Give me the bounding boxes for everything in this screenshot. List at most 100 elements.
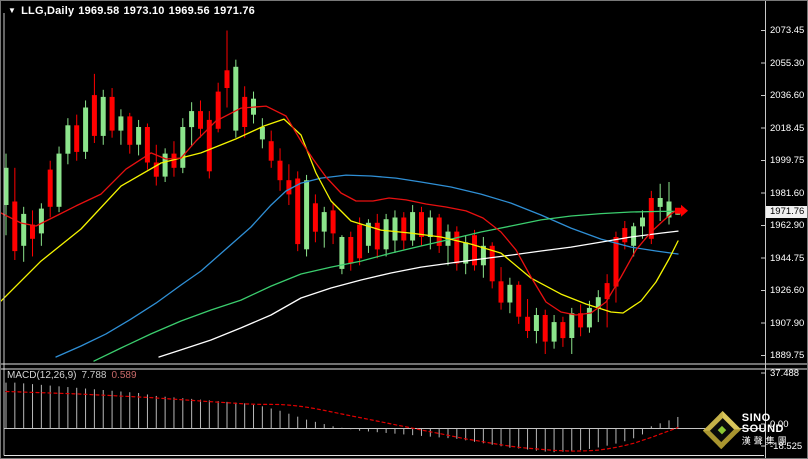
bull-candle-body bbox=[365, 222, 371, 246]
bull-candle-body bbox=[162, 153, 168, 177]
bear-candle-body bbox=[224, 70, 230, 88]
bull-candle-body bbox=[38, 208, 44, 234]
bull-candle-body bbox=[100, 96, 106, 136]
macd-signal-line bbox=[5, 390, 679, 452]
bear-candle-body bbox=[454, 231, 460, 264]
bull-candle-body bbox=[480, 245, 486, 266]
bull-candle-body bbox=[392, 217, 398, 241]
ohlc-open: 1969.58 bbox=[78, 5, 120, 17]
symbol-period-label: LLG,Daily bbox=[21, 5, 75, 17]
ma-red bbox=[1, 105, 679, 316]
bear-candle-body bbox=[374, 222, 380, 250]
bull-candle-body bbox=[259, 127, 265, 140]
bear-candle-body bbox=[498, 281, 504, 303]
macd-indicator-label: MACD(12,26,9) 7.788 0.589 bbox=[7, 370, 137, 381]
bear-candle-body bbox=[127, 116, 133, 145]
bear-candle-body bbox=[109, 96, 115, 131]
symbol-header: ▼ LLG,Daily 1969.58 1973.10 1969.56 1971.76 bbox=[8, 5, 259, 17]
broker-watermark: SINO SOUND 漢聲集團 bbox=[702, 411, 807, 449]
bull-candle-body bbox=[533, 315, 539, 331]
macd-signal-value: 0.589 bbox=[111, 370, 137, 381]
bull-candle-body bbox=[83, 107, 89, 152]
bull-candle-body bbox=[21, 213, 27, 246]
bull-candle-body bbox=[569, 313, 575, 338]
chevron-down-icon: ▼ bbox=[8, 6, 17, 15]
price-axis-label: 1962.90 bbox=[770, 220, 805, 231]
bull-candle-body bbox=[233, 66, 239, 131]
bull-candle-body bbox=[463, 242, 469, 264]
bear-candle-body bbox=[489, 245, 495, 282]
bear-candle-body bbox=[472, 235, 477, 266]
bear-candle-body bbox=[578, 313, 584, 328]
bear-candle-body bbox=[286, 180, 292, 195]
bear-candle-body bbox=[277, 160, 283, 181]
bear-candle-body bbox=[30, 224, 35, 239]
bear-candle-body bbox=[436, 217, 442, 246]
bull-candle-body bbox=[136, 127, 142, 145]
ma-white bbox=[158, 230, 679, 358]
price-axis-label: 1981.60 bbox=[770, 187, 805, 199]
bull-candle-body bbox=[189, 111, 195, 128]
ma-green bbox=[93, 210, 679, 362]
price-axis-label: 2036.60 bbox=[770, 90, 805, 101]
bull-candle-body bbox=[666, 201, 672, 218]
price-axis-label: 1926.60 bbox=[770, 285, 805, 296]
bull-candle-body bbox=[657, 198, 663, 207]
bear-candle-body bbox=[542, 315, 548, 342]
bull-candle-body bbox=[427, 217, 433, 237]
bear-candle-body bbox=[357, 224, 363, 259]
bear-candle-body bbox=[330, 210, 336, 234]
price-axis-label: 2073.45 bbox=[770, 25, 805, 36]
price-axis-label: 1907.90 bbox=[770, 317, 805, 329]
ohlc-high: 1973.10 bbox=[123, 5, 165, 17]
bull-candle-body bbox=[339, 237, 345, 269]
ma-yellow bbox=[1, 118, 679, 314]
bear-candle-body bbox=[648, 198, 654, 239]
price-axis-label: 37.488 bbox=[770, 367, 800, 379]
bear-candle-body bbox=[622, 228, 628, 243]
bear-candle-body bbox=[12, 201, 18, 252]
bear-candle-body bbox=[604, 283, 610, 300]
bear-candle-body bbox=[47, 169, 53, 207]
bear-candle-body bbox=[419, 212, 424, 237]
bull-candle-body bbox=[595, 297, 601, 308]
logo-subtitle: 漢聲集團 bbox=[741, 436, 790, 446]
bull-candle-body bbox=[586, 307, 592, 328]
bear-candle-body bbox=[242, 96, 248, 127]
bear-candle-body bbox=[560, 322, 566, 339]
bear-candle-body bbox=[74, 125, 80, 152]
bear-candle-body bbox=[171, 153, 177, 168]
bull-candle-body bbox=[410, 212, 416, 241]
macd-name: MACD(12,26,9) bbox=[7, 370, 77, 381]
bear-candle-body bbox=[215, 91, 221, 129]
bear-candle-body bbox=[348, 237, 354, 264]
ma-blue bbox=[55, 174, 679, 358]
bear-candle-body bbox=[91, 95, 97, 136]
bear-candle-body bbox=[613, 237, 619, 287]
bear-candle-body bbox=[206, 119, 212, 172]
bull-candle-body bbox=[551, 322, 557, 342]
bull-candle-body bbox=[118, 116, 124, 131]
price-axis-label: -18.525 bbox=[770, 440, 803, 452]
current-price-tag: 1971.76 bbox=[766, 206, 807, 218]
bear-candle-body bbox=[153, 162, 159, 177]
bear-candle-body bbox=[198, 111, 203, 129]
bull-candle-body bbox=[507, 284, 513, 303]
price-axis-label: 1944.75 bbox=[770, 252, 805, 264]
bull-candle-body bbox=[65, 125, 71, 154]
macd-main-value: 7.788 bbox=[81, 370, 107, 381]
bull-candle-body bbox=[3, 167, 9, 205]
bear-candle-body bbox=[516, 284, 522, 317]
price-axis-label: 0.00 bbox=[770, 418, 789, 430]
bear-candle-body bbox=[295, 178, 301, 245]
bull-candle-body bbox=[383, 219, 389, 250]
bull-candle-body bbox=[304, 180, 310, 250]
bull-candle-body bbox=[56, 153, 62, 207]
price-axis-label: 1889.75 bbox=[770, 350, 805, 361]
ohlc-low: 1969.56 bbox=[168, 5, 210, 17]
bear-candle-body bbox=[144, 127, 150, 163]
price-axis-label: 2018.45 bbox=[770, 122, 805, 134]
bull-candle-body bbox=[321, 212, 327, 232]
